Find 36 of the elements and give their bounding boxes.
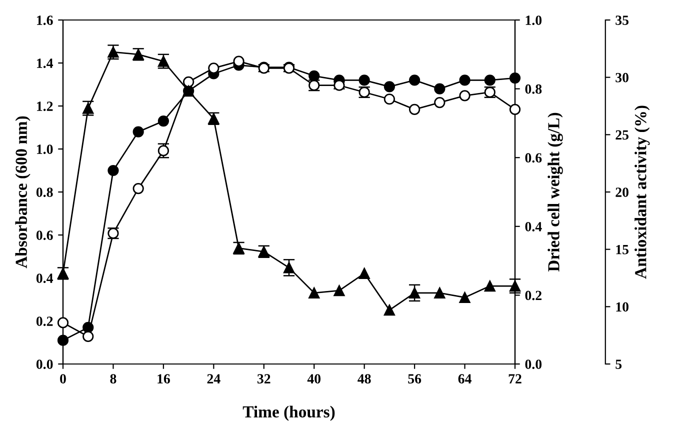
y-tick-label: 0.8 xyxy=(36,188,53,198)
y3-tick-label: 25 xyxy=(616,130,629,140)
x-tick-label: 24 xyxy=(207,374,220,384)
y2-tick-label: 0.2 xyxy=(525,290,542,300)
y2-tick-label: 1.0 xyxy=(526,16,542,26)
y-tick-label: 0.4 xyxy=(36,274,54,284)
y2-axis-title: Dried cell weight (g/L) xyxy=(548,112,563,272)
x-tick-label: 72 xyxy=(508,374,522,384)
y-tick-label: 1.6 xyxy=(37,16,53,26)
x-tick-label: 32 xyxy=(257,374,270,384)
x-tick-label: 64 xyxy=(458,374,472,384)
y3-tick-label: 5 xyxy=(616,360,622,369)
y2-tick-label: 0.4 xyxy=(525,222,542,232)
x-tick-label: 16 xyxy=(158,374,170,384)
y-tick-label: 0.2 xyxy=(36,316,53,326)
x-tick-label: 48 xyxy=(358,374,371,384)
y-tick-label: 0.0 xyxy=(36,360,53,370)
y2-tick-label: 0.0 xyxy=(525,360,542,370)
y-tick-label: 1.0 xyxy=(37,144,53,154)
y2-tick-label: 0.8 xyxy=(525,84,542,94)
x-tick-label: 40 xyxy=(307,374,321,384)
y-axis-title: Absorbance (600 nm) xyxy=(15,116,30,268)
y3-tick-label: 10 xyxy=(616,302,628,312)
x-tick-label: 0 xyxy=(60,374,66,384)
y2-tick-label: 0.6 xyxy=(525,153,542,163)
y3-tick-label: 15 xyxy=(616,244,629,254)
y-tick-label: 0.6 xyxy=(36,230,53,240)
x-tick-label: 8 xyxy=(110,374,116,384)
y-tick-label: 1.2 xyxy=(37,102,53,112)
y3-tick-label: 30 xyxy=(616,72,628,82)
x-tick-label: 56 xyxy=(408,374,422,384)
y-tick-label: 1.4 xyxy=(37,58,54,68)
y3-axis-title: Antioxidant activity (%) xyxy=(634,106,650,279)
y3-tick-label: 20 xyxy=(616,188,628,197)
x-axis-title: Time (hours) xyxy=(242,406,335,421)
y3-tick-label: 35 xyxy=(616,16,629,25)
